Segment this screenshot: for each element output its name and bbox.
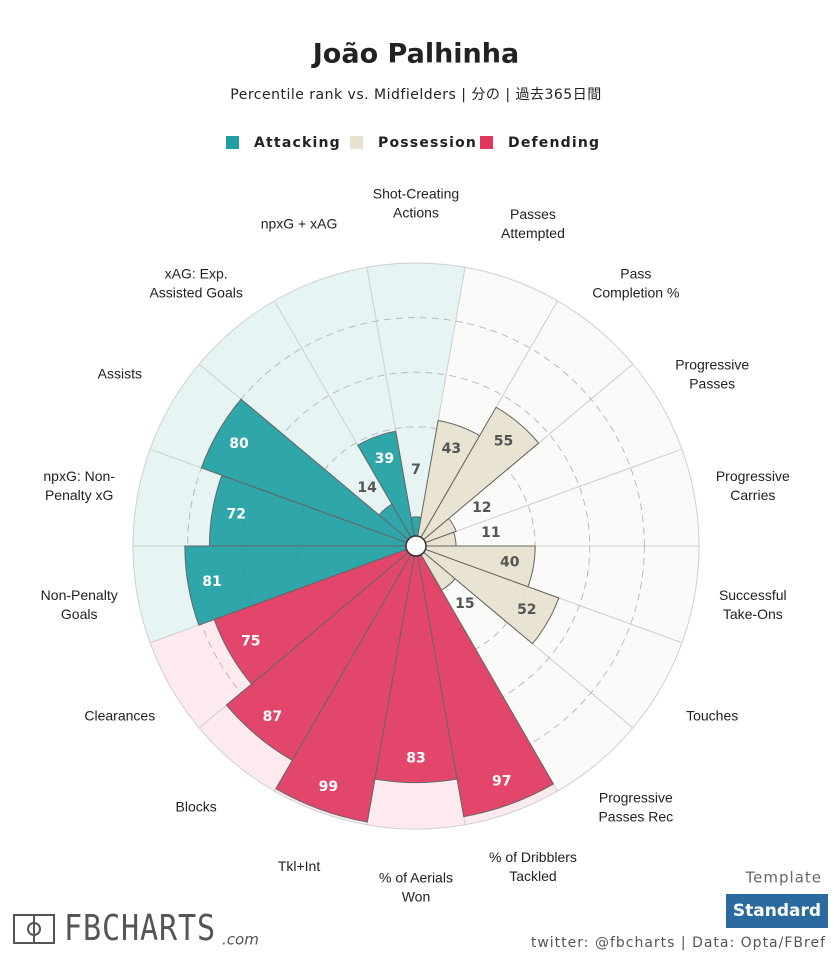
brand-logo: FBCHARTS .com bbox=[13, 908, 259, 949]
legend: Attacking Possession Defending bbox=[226, 135, 600, 151]
center-hole bbox=[405, 535, 427, 557]
category-label: Progressive Passes Rec bbox=[598, 789, 673, 824]
category-label: Touches bbox=[686, 708, 738, 724]
category-label: npxG + xAG bbox=[261, 215, 338, 231]
template-button-label[interactable]: Standard bbox=[733, 901, 821, 921]
legend-swatch bbox=[226, 136, 239, 149]
value-label: 87 bbox=[263, 709, 282, 725]
category-label: Progressive Carries bbox=[716, 468, 790, 503]
value-label: 12 bbox=[472, 500, 491, 516]
legend-swatch bbox=[480, 136, 493, 149]
value-label: 99 bbox=[319, 779, 338, 795]
category-label: Progressive Passes bbox=[675, 356, 749, 391]
category-label: % of Aerials Won bbox=[379, 869, 453, 904]
legend-label: Defending bbox=[508, 135, 600, 151]
category-label: xAG: Exp. Assisted Goals bbox=[149, 265, 242, 300]
value-label: 75 bbox=[241, 633, 260, 649]
category-label: Passes Attempted bbox=[501, 206, 565, 241]
logo-icon bbox=[27, 922, 41, 936]
value-label: 43 bbox=[442, 441, 461, 457]
value-label: 11 bbox=[481, 525, 500, 541]
value-label: 97 bbox=[492, 774, 511, 790]
value-label: 52 bbox=[517, 602, 536, 618]
value-label: 72 bbox=[226, 506, 245, 522]
value-label: 40 bbox=[500, 555, 520, 571]
brand: FBCHARTS bbox=[64, 908, 216, 949]
value-label: 83 bbox=[406, 751, 425, 767]
template-label: Template bbox=[745, 869, 822, 887]
category-label: Successful Take-Ons bbox=[719, 587, 787, 622]
value-label: 14 bbox=[357, 480, 377, 496]
value-label: 81 bbox=[202, 574, 221, 590]
category-label: % of Dribblers Tackled bbox=[489, 849, 577, 884]
value-label: 39 bbox=[375, 451, 394, 467]
category-label: Pass Completion % bbox=[592, 265, 679, 300]
value-label: 15 bbox=[455, 596, 474, 612]
value-label: 7 bbox=[411, 462, 421, 478]
chart-subtitle: Percentile rank vs. Midfielders | 分の | 過… bbox=[230, 87, 601, 103]
category-label: Clearances bbox=[84, 708, 155, 724]
category-label: Blocks bbox=[176, 799, 217, 815]
legend-label: Possession bbox=[378, 135, 477, 151]
category-label: Tkl+Int bbox=[278, 858, 321, 874]
category-label: Non-Penalty Goals bbox=[41, 587, 118, 622]
legend-label: Attacking bbox=[254, 135, 341, 151]
brand-suffix: .com bbox=[222, 931, 259, 949]
legend-swatch bbox=[350, 136, 363, 149]
category-label: Shot-Creating Actions bbox=[373, 185, 459, 220]
template-button[interactable] bbox=[726, 894, 828, 928]
category-label: npxG: Non-Penalty xG bbox=[43, 468, 115, 503]
chart-title: João Palhinha bbox=[311, 39, 519, 70]
grid-circle bbox=[187, 317, 645, 775]
value-label: 55 bbox=[494, 434, 513, 450]
category-label: Assists bbox=[98, 366, 142, 382]
credit: twitter: @fbcharts | Data: Opta/FBref bbox=[531, 935, 826, 951]
value-label: 80 bbox=[229, 436, 249, 452]
